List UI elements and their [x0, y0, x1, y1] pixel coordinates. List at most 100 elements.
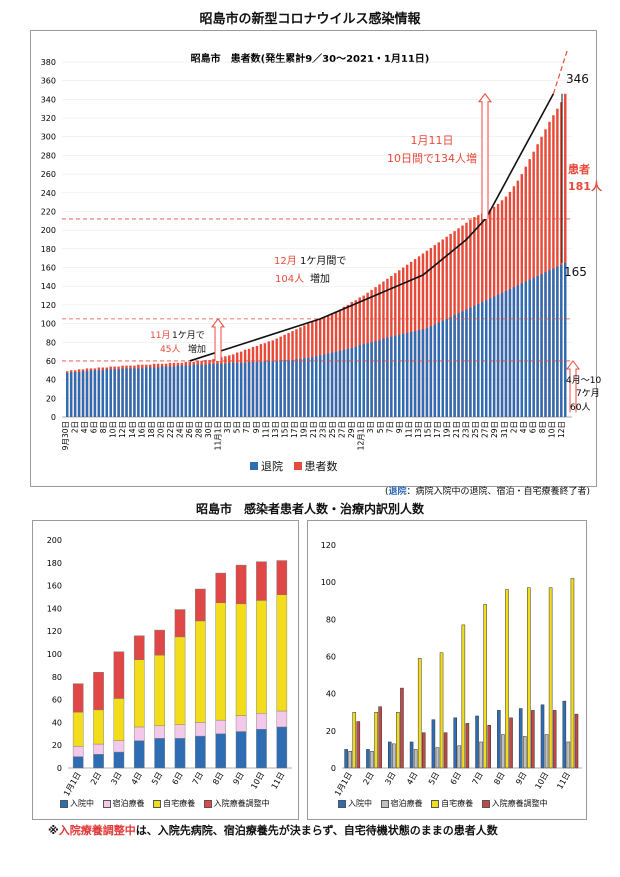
stacked-bar-segment	[72, 683, 84, 713]
grouped-bar	[527, 587, 531, 769]
legend-label-home: 自宅療養	[163, 799, 196, 808]
grouped-bar	[400, 687, 404, 769]
x-tick-label: 10日	[109, 421, 118, 438]
recovered-bar	[469, 307, 472, 417]
grouped-bar	[509, 717, 513, 769]
grouped-x-tick-label: 9日	[514, 771, 528, 787]
stacked-bar-segment	[256, 729, 267, 769]
stacked-bar-segment	[235, 731, 247, 769]
x-tick-label: 7日	[385, 421, 394, 433]
recovered-bar	[247, 361, 251, 417]
grouped-x-tick-label: 5日	[427, 771, 441, 787]
grouped-bar	[562, 700, 567, 769]
y-tick-label: 280	[41, 151, 56, 160]
stacked-x-tick-label: 8日	[211, 771, 225, 787]
grouped-bar	[366, 749, 370, 769]
stacked-bar-segment	[93, 672, 104, 711]
recovered-bar	[93, 370, 97, 417]
stacked-bar-segment	[256, 600, 267, 714]
x-tick-label: 11月1日	[214, 421, 223, 450]
patients-bar	[552, 115, 555, 417]
patients-bar	[564, 93, 567, 418]
grouped-bar	[544, 734, 549, 769]
stacked-bar-segment	[174, 738, 186, 769]
recovered-bar	[540, 274, 543, 417]
x-tick-label: 3日	[223, 421, 232, 433]
x-tick-label: 2日	[71, 421, 80, 433]
recovered-bar	[141, 368, 144, 417]
stacked-x-tick-label: 5日	[150, 771, 164, 787]
y-tick-label: 380	[41, 58, 56, 67]
x-tick-label: 4日	[80, 421, 89, 433]
final-total-label: 346	[566, 72, 589, 86]
x-tick-label: 5日	[233, 421, 242, 433]
recovered-bar	[548, 270, 551, 417]
recovered-bar	[216, 363, 219, 417]
recovered-bar	[109, 369, 112, 417]
recovered-bar	[204, 364, 207, 417]
grouped-bar	[344, 749, 348, 769]
stacked-bar-segment	[113, 740, 125, 753]
recovered-bar	[255, 361, 259, 417]
recovered-bar	[413, 331, 417, 417]
stacked-x-tick-label: 11日	[270, 771, 287, 791]
stacked-y-tick-label: 120	[47, 627, 62, 636]
grouped-bar	[531, 710, 535, 769]
recovered-bar	[433, 324, 437, 417]
stacked-bar-segment	[93, 709, 104, 745]
recovered-bar	[350, 347, 354, 417]
grouped-bar	[413, 749, 418, 769]
recovered-bar	[232, 362, 235, 417]
x-tick-label: 24日	[175, 421, 184, 438]
nov-annotation-a: 11月	[150, 330, 170, 341]
x-tick-label: 4日	[519, 421, 528, 433]
recovered-bar	[160, 366, 164, 417]
y-tick-label: 260	[41, 170, 56, 179]
legend-label-hotel: 宿泊療養	[112, 799, 145, 808]
stacked-bar-segment	[93, 754, 104, 769]
grouped-bar	[417, 658, 422, 769]
recovered-bar	[488, 298, 492, 417]
recovered-bar	[77, 372, 81, 417]
x-tick-label: 19日	[443, 421, 452, 438]
legend2-swatch-home	[431, 799, 440, 808]
x-tick-label: 3日	[366, 421, 375, 433]
first-period-b: 7ケ月	[576, 388, 600, 399]
stacked-bar-segment	[195, 620, 206, 723]
grouped-bar	[505, 589, 509, 769]
stacked-bar-segment	[154, 725, 165, 739]
x-tick-label: 8日	[538, 421, 547, 433]
grouped-bar	[352, 712, 357, 769]
stacked-x-tick-label: 4日	[130, 771, 144, 787]
trend-line	[189, 93, 555, 362]
recovered-bar	[287, 360, 290, 417]
recovered-bar	[496, 294, 500, 417]
grouped-bar	[421, 732, 426, 769]
recovered-bar	[239, 362, 243, 417]
recovered-bar	[524, 281, 527, 417]
recovered-bar	[283, 360, 286, 417]
x-tick-label: 29日	[490, 421, 499, 438]
stacked-bar-segment	[235, 564, 247, 605]
grouped-bar	[356, 721, 361, 769]
recovered-bar	[362, 344, 365, 417]
stacked-bar-segment	[235, 715, 247, 732]
x-tick-label: 31日	[500, 421, 509, 438]
recovered-bar	[405, 332, 409, 417]
x-tick-label: 19日	[299, 421, 308, 438]
recovered-bar	[425, 328, 429, 417]
x-tick-label: 26日	[185, 421, 194, 438]
recovered-bar	[315, 356, 318, 417]
recovered-bar	[279, 360, 282, 417]
grouped-bar	[501, 734, 505, 769]
stacked-x-tick-label: 10日	[249, 771, 266, 791]
note-rest: ：病院入院中の退院、宿泊・自宅療養終了者)	[406, 487, 590, 497]
recovered-bar	[461, 311, 464, 417]
first-period-a: 4月〜10	[566, 375, 601, 386]
legend-swatch-inpatient	[60, 799, 68, 808]
recovered-bar	[291, 360, 294, 417]
y-tick-label: 80	[46, 338, 56, 347]
recovered-bar	[125, 368, 128, 417]
y-tick-label: 20	[46, 394, 56, 403]
